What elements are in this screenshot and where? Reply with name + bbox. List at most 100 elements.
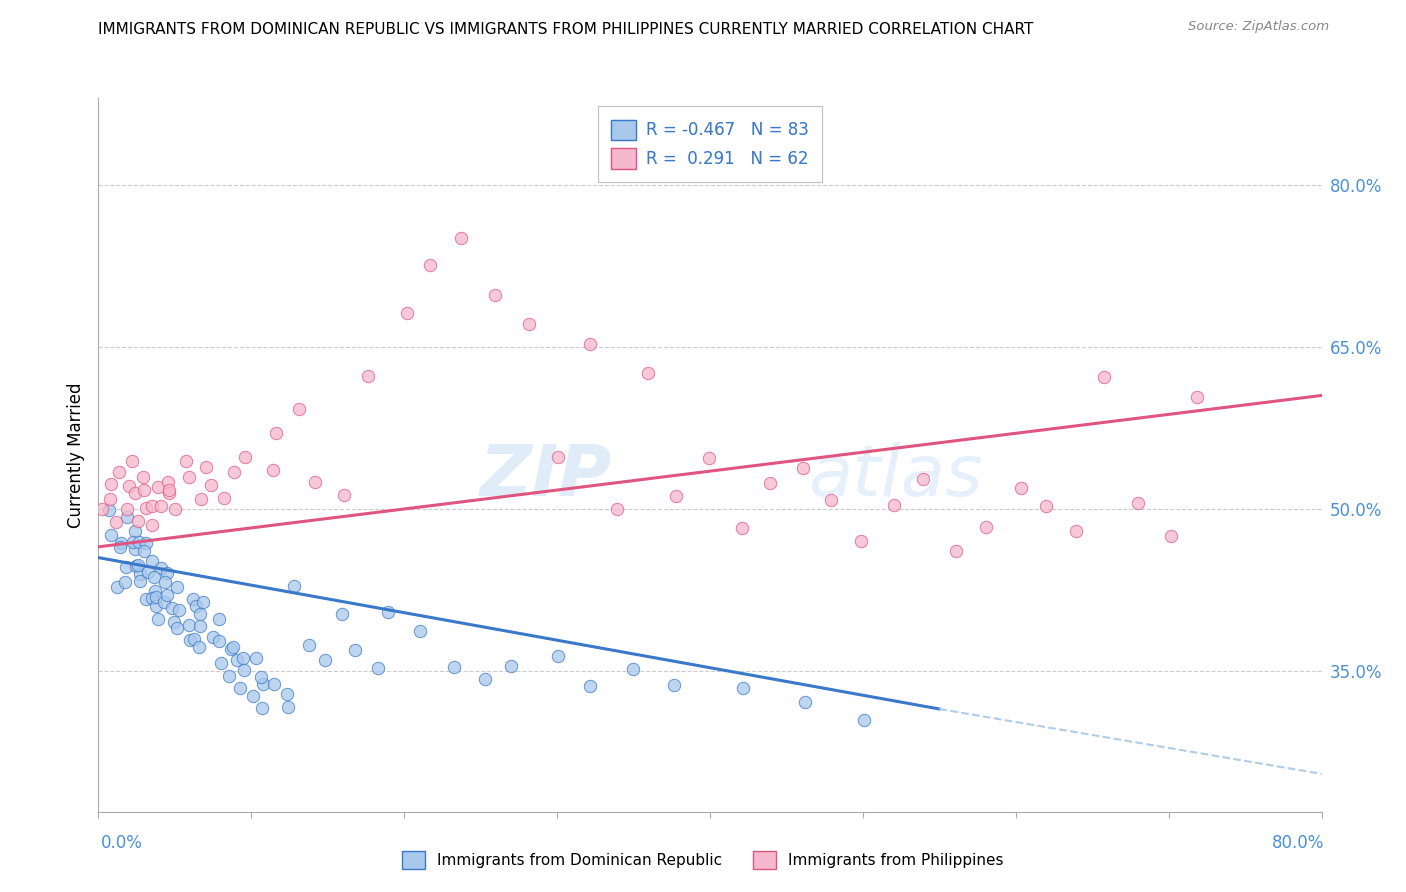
Point [191, 595, 214, 609]
Point [288, 401, 311, 416]
Point [105, 580, 128, 594]
Text: 80.0%: 80.0% [1272, 834, 1324, 852]
Point [149, 499, 172, 513]
Point [792, 461, 814, 475]
Point [211, 656, 233, 670]
Point [263, 677, 285, 691]
Point [330, 607, 353, 621]
Point [127, 514, 149, 528]
Point [188, 619, 211, 633]
Point [849, 533, 872, 548]
Point [134, 543, 156, 558]
Point [114, 575, 136, 590]
Point [276, 687, 298, 701]
Point [145, 583, 167, 598]
Point [104, 515, 127, 529]
Point [122, 534, 145, 549]
Point [974, 520, 997, 534]
Text: ZIP: ZIP [479, 442, 612, 511]
Point [419, 258, 441, 272]
Point [167, 602, 190, 616]
Point [142, 570, 165, 584]
Text: IMMIGRANTS FROM DOMINICAN REPUBLIC VS IMMIGRANTS FROM PHILIPPINES CURRENTLY MARR: IMMIGRANTS FROM DOMINICAN REPUBLIC VS IM… [98, 22, 1033, 37]
Point [181, 592, 204, 607]
Point [621, 662, 644, 676]
Point [579, 337, 602, 351]
Point [232, 651, 254, 665]
Point [184, 599, 207, 613]
Point [132, 470, 155, 484]
Point [179, 618, 201, 632]
Point [156, 475, 179, 489]
Point [160, 601, 183, 615]
Point [166, 621, 188, 635]
Point [637, 366, 659, 380]
Point [156, 588, 179, 602]
Point [484, 288, 506, 302]
Y-axis label: Currently Married: Currently Married [66, 382, 84, 528]
Point [141, 500, 163, 514]
Point [200, 478, 222, 492]
Point [108, 466, 131, 480]
Point [332, 488, 354, 502]
Point [162, 615, 184, 630]
Text: atlas: atlas [808, 442, 983, 511]
Point [179, 470, 201, 484]
Point [118, 478, 141, 492]
Point [115, 501, 138, 516]
Point [110, 535, 132, 549]
Point [145, 590, 167, 604]
Point [91, 502, 114, 516]
Point [409, 624, 432, 639]
Point [304, 475, 326, 489]
Point [124, 486, 146, 500]
Point [117, 509, 139, 524]
Point [283, 579, 305, 593]
Legend: R = -0.467   N = 83, R =  0.291   N = 62: R = -0.467 N = 83, R = 0.291 N = 62 [598, 106, 823, 182]
Point [1185, 390, 1208, 404]
Point [141, 591, 163, 605]
Text: 0.0%: 0.0% [101, 834, 143, 852]
Point [100, 527, 122, 541]
Point [343, 643, 366, 657]
Point [124, 524, 146, 538]
Point [121, 454, 143, 468]
Point [264, 426, 287, 441]
Point [232, 663, 254, 677]
Point [229, 681, 252, 695]
Point [252, 677, 274, 691]
Point [606, 502, 628, 516]
Point [146, 480, 169, 494]
Point [179, 633, 201, 648]
Point [377, 606, 399, 620]
Point [1035, 499, 1057, 513]
Point [148, 612, 170, 626]
Point [128, 535, 150, 549]
Legend: Immigrants from Dominican Republic, Immigrants from Philippines: Immigrants from Dominican Republic, Immi… [396, 845, 1010, 875]
Point [697, 451, 720, 466]
Point [188, 607, 211, 621]
Point [547, 649, 569, 664]
Point [187, 640, 209, 655]
Point [731, 681, 754, 696]
Point [396, 306, 419, 320]
Point [110, 540, 132, 554]
Point [1160, 529, 1182, 543]
Point [135, 592, 157, 607]
Point [499, 659, 522, 673]
Point [128, 567, 150, 582]
Point [183, 632, 205, 646]
Point [208, 634, 231, 648]
Point [1128, 496, 1150, 510]
Point [1092, 370, 1115, 384]
Point [115, 560, 138, 574]
Point [100, 491, 122, 506]
Point [249, 669, 271, 683]
Point [207, 612, 229, 626]
Point [1010, 481, 1032, 495]
Point [912, 472, 935, 486]
Text: Source: ZipAtlas.com: Source: ZipAtlas.com [1188, 20, 1329, 33]
Point [474, 672, 496, 686]
Point [242, 689, 264, 703]
Point [166, 581, 188, 595]
